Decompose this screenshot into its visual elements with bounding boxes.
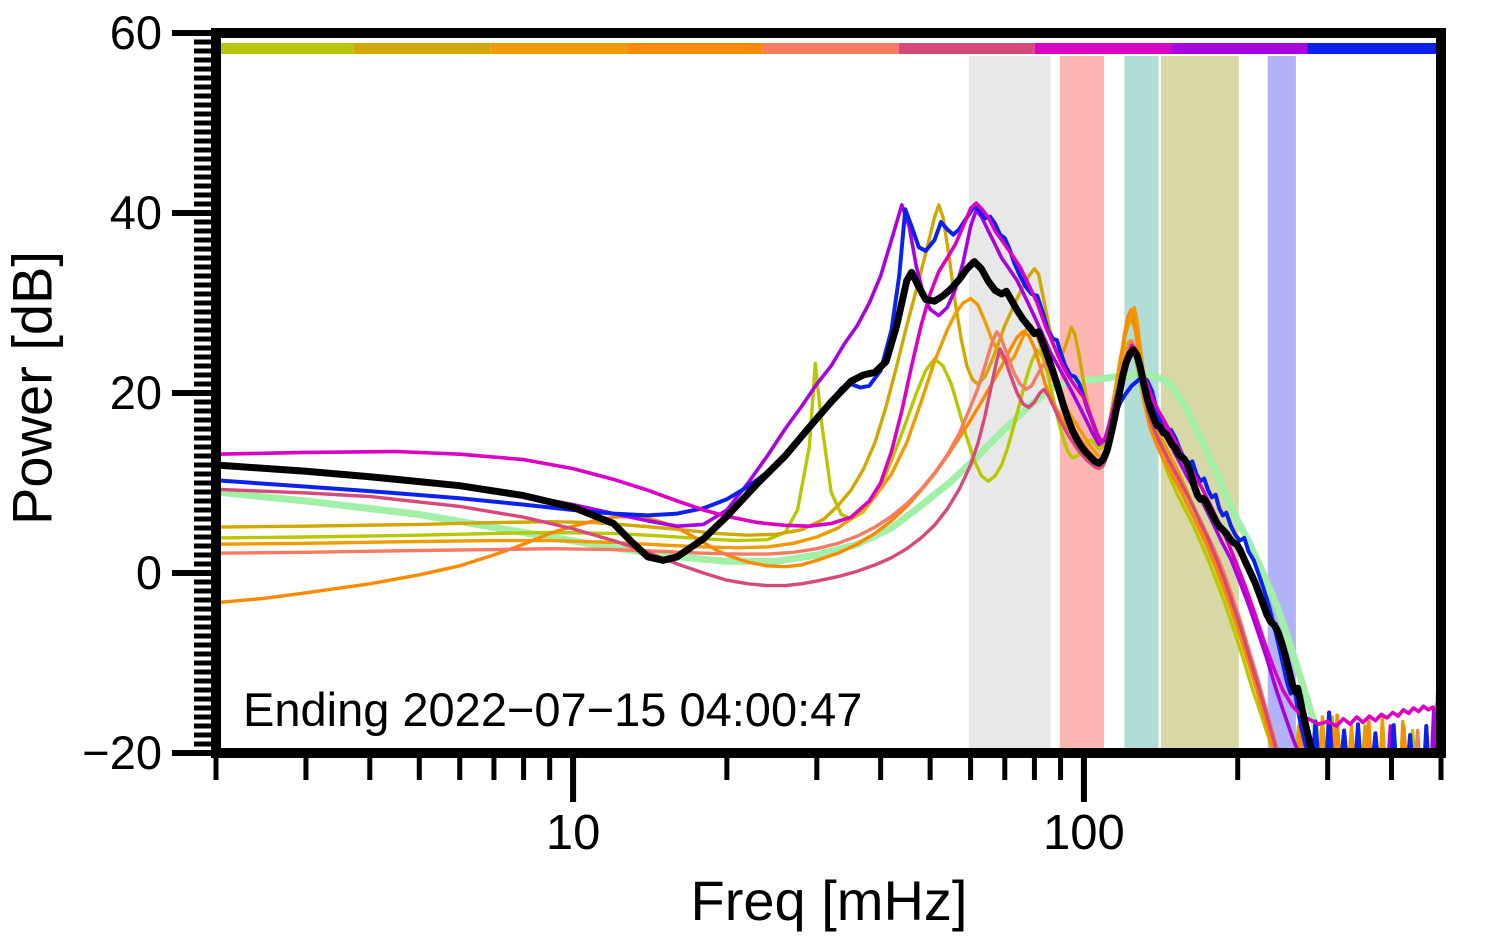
strip-segment-1 [218,43,354,54]
spectra-curves [216,201,1441,757]
strip-segment-2 [353,43,491,54]
y-tick-label-0: 0 [136,546,162,599]
strip-segment-3 [490,43,627,54]
time-segment-color-strip [218,43,1443,54]
band-olive [1160,56,1239,748]
strip-segment-9 [1307,43,1443,54]
strip-segment-8 [1170,43,1308,54]
ending-time-annotation: Ending 2022−07−15 04:00:47 [243,683,863,736]
x-axis-title: Freq [mHz] [690,869,968,932]
x-tick-label-10: 10 [546,806,601,860]
series-mean-black [216,258,1316,757]
tick-labels: −20 0 20 40 60 10 100 [82,6,1125,860]
strip-segment-4 [626,43,763,54]
series-seg8-purple [216,203,1441,755]
strip-segment-6 [898,43,1035,54]
band-pink [1059,56,1105,748]
y-tick-label-60: 60 [110,6,162,59]
series-seg1-yellow-green [216,339,1441,755]
x-tick-label-100: 100 [1043,806,1125,860]
y-tick-label-20: 20 [110,366,162,419]
plot-frame [211,28,1446,758]
series-seg6-raspberry [216,347,1279,755]
strip-segment-7 [1034,43,1171,54]
strip-segment-5 [762,43,899,54]
y-tick-label-40: 40 [110,186,162,239]
y-tick-label-−20: −20 [82,726,162,779]
y-axis-title: Power [dB] [0,251,64,525]
